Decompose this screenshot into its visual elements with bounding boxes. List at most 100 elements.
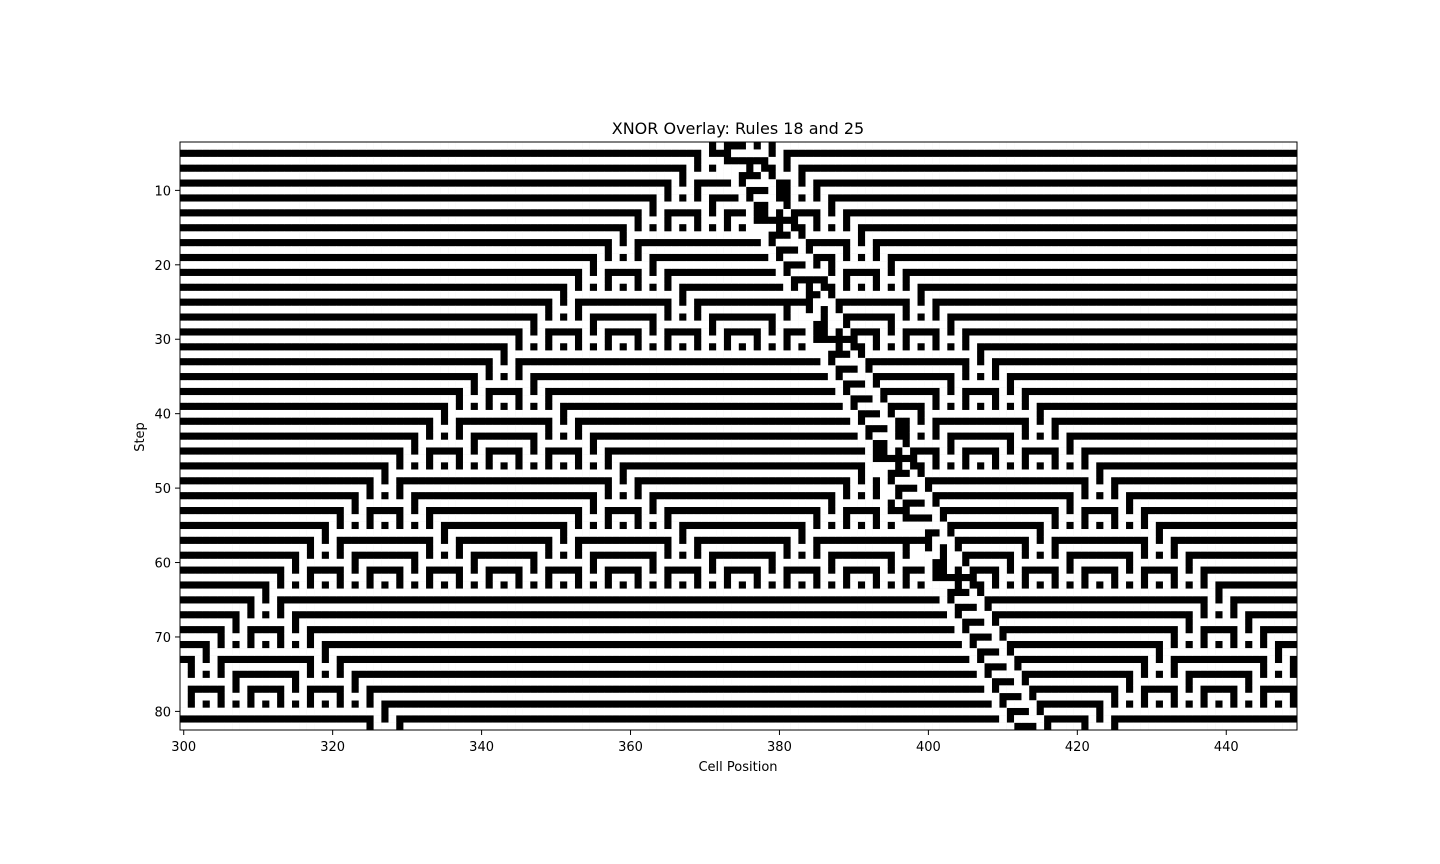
heatmap-cell — [798, 320, 806, 329]
heatmap-cell — [626, 499, 635, 508]
heatmap-cell — [500, 484, 508, 493]
heatmap-cell — [924, 432, 933, 441]
heatmap-cell — [805, 231, 814, 240]
heatmap-cell — [924, 409, 933, 418]
heatmap-cell — [1274, 142, 1283, 150]
heatmap-cell — [425, 305, 434, 314]
heatmap-cell — [351, 454, 360, 463]
heatmap-cell — [716, 588, 724, 597]
heatmap-cell — [738, 350, 747, 359]
heatmap-cell — [515, 246, 523, 254]
heatmap-cell — [1110, 142, 1119, 150]
heatmap-cell — [187, 156, 196, 165]
heatmap-cell — [1073, 454, 1082, 463]
heatmap-cell — [567, 171, 575, 180]
heatmap-cell — [232, 514, 240, 522]
heatmap-cell — [299, 409, 307, 418]
heatmap-cell — [775, 581, 784, 589]
heatmap-cell — [1088, 395, 1097, 403]
heatmap-cell — [812, 588, 821, 597]
heatmap-cell — [537, 320, 546, 329]
heatmap-cell — [1140, 201, 1149, 210]
heatmap-cell — [492, 372, 501, 381]
heatmap-cell — [1133, 320, 1141, 329]
heatmap-cell — [537, 573, 546, 582]
heatmap-cell — [1222, 469, 1231, 478]
heatmap-cell — [381, 529, 389, 537]
heatmap-cell — [939, 186, 948, 195]
heatmap-cell — [492, 499, 501, 508]
heatmap-cell — [261, 320, 270, 329]
heatmap-cell — [872, 350, 881, 359]
heatmap-cell — [634, 171, 642, 180]
heatmap-cell — [582, 484, 590, 493]
heatmap-cell — [939, 335, 948, 344]
heatmap-cell — [820, 223, 829, 232]
heatmap-cell — [418, 447, 427, 455]
heatmap-cell — [887, 216, 896, 225]
heatmap-cell — [395, 275, 404, 284]
heatmap-cell — [1215, 499, 1223, 508]
heatmap-cell — [738, 335, 747, 344]
heatmap-cell — [790, 551, 799, 560]
heatmap-cell — [671, 380, 680, 388]
heatmap-cell — [425, 156, 434, 165]
heatmap-cell — [1095, 275, 1104, 284]
heatmap-cell — [939, 424, 948, 433]
heatmap-cell — [604, 201, 613, 210]
heatmap-cell — [1267, 588, 1275, 597]
heatmap-cell — [999, 320, 1007, 329]
heatmap-cell — [611, 439, 620, 448]
heatmap-cell — [835, 290, 844, 299]
heatmap-cell — [1103, 365, 1112, 374]
heatmap-cell — [604, 156, 613, 165]
heatmap-cell — [507, 514, 516, 522]
heatmap-cell — [790, 365, 799, 374]
heatmap-cell — [1118, 290, 1127, 299]
heatmap-cell — [641, 514, 650, 522]
heatmap-cell — [1058, 529, 1067, 537]
heatmap-cell — [894, 514, 903, 522]
heatmap-cell — [1088, 261, 1097, 269]
heatmap-cell — [373, 201, 382, 210]
heatmap-cell — [515, 439, 523, 448]
heatmap-cell — [827, 298, 836, 307]
heatmap-cell — [1066, 603, 1074, 612]
heatmap-cell — [1148, 499, 1156, 508]
heatmap-cell — [314, 529, 322, 537]
heatmap-cell — [410, 529, 419, 537]
heatmap-cell — [1289, 529, 1298, 537]
heatmap-cell — [552, 417, 561, 426]
heatmap-cell — [932, 380, 940, 388]
heatmap-cell — [544, 350, 553, 359]
heatmap-cell — [559, 201, 568, 210]
heatmap-cell — [1073, 581, 1082, 589]
heatmap-cell — [857, 275, 866, 284]
heatmap-cell — [358, 529, 367, 537]
heatmap-cell — [321, 514, 330, 522]
heatmap-cell — [1222, 543, 1231, 552]
heatmap-cell — [597, 573, 605, 582]
heatmap-cell — [1267, 439, 1275, 448]
heatmap-cell — [1215, 186, 1223, 195]
heatmap-cell — [403, 499, 412, 508]
heatmap-cell — [358, 491, 367, 500]
heatmap-cell — [1185, 335, 1194, 344]
heatmap-cell — [1274, 588, 1283, 597]
heatmap-cell — [917, 484, 925, 493]
heatmap-cell — [574, 380, 583, 388]
heatmap-cell — [358, 305, 367, 314]
heatmap-cell — [1014, 201, 1022, 210]
heatmap-cell — [1170, 439, 1179, 448]
heatmap-cell — [805, 335, 814, 344]
heatmap-cell — [388, 186, 397, 195]
heatmap-cell — [1162, 261, 1171, 269]
heatmap-cell — [395, 305, 404, 314]
heatmap-cell — [1192, 231, 1201, 240]
heatmap-cell — [1259, 142, 1268, 150]
heatmap-cell — [567, 290, 575, 299]
heatmap-cell — [716, 275, 724, 284]
heatmap-cell — [1185, 320, 1194, 329]
heatmap-cell — [1229, 216, 1238, 225]
heatmap-cell — [879, 268, 888, 277]
